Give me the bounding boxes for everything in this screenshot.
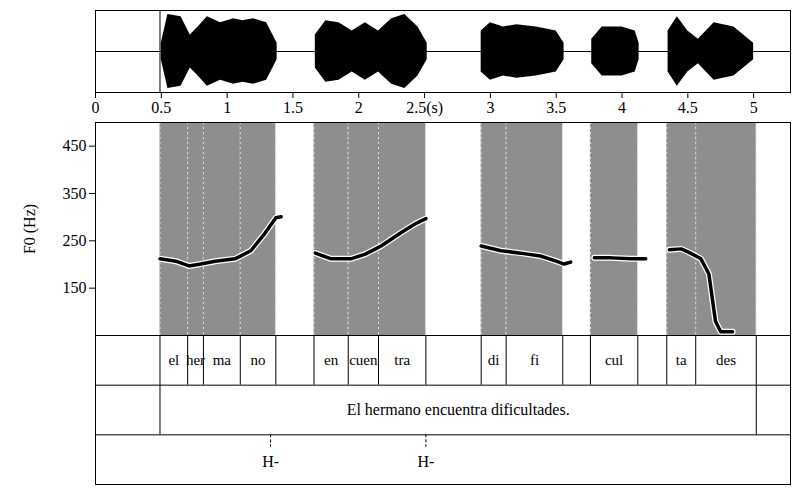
svg-text:F0 (Hz): F0 (Hz) [21,204,39,254]
svg-text:des: des [716,352,736,368]
svg-text:tra: tra [394,352,410,368]
svg-text:H-: H- [417,453,434,470]
svg-text:El hermano encuentra dificulta: El hermano encuentra dificultades. [347,401,570,418]
svg-text:1.5: 1.5 [283,99,303,116]
svg-text:3.5: 3.5 [546,99,566,116]
svg-text:ta: ta [676,352,687,368]
svg-text:250: 250 [63,232,87,249]
svg-text:4.5: 4.5 [678,99,698,116]
svg-text:el: el [168,352,179,368]
svg-text:cuen: cuen [349,352,378,368]
svg-text:fi: fi [530,352,539,368]
svg-text:3: 3 [486,99,494,116]
svg-text:no: no [251,352,266,368]
svg-text:2.5(s): 2.5(s) [406,99,443,117]
svg-text:150: 150 [63,279,87,296]
svg-text:en: en [324,352,339,368]
svg-text:her: her [186,352,205,368]
svg-text:4: 4 [618,99,626,116]
svg-text:cul: cul [605,352,623,368]
svg-text:1: 1 [223,99,231,116]
svg-text:2: 2 [355,99,363,116]
svg-text:H-: H- [262,453,279,470]
svg-text:350: 350 [63,185,87,202]
svg-text:ma: ma [213,352,232,368]
svg-text:450: 450 [63,137,87,154]
svg-text:0.5: 0.5 [151,99,171,116]
svg-text:0: 0 [92,99,100,116]
svg-text:di: di [488,352,500,368]
svg-text:5: 5 [750,99,758,116]
